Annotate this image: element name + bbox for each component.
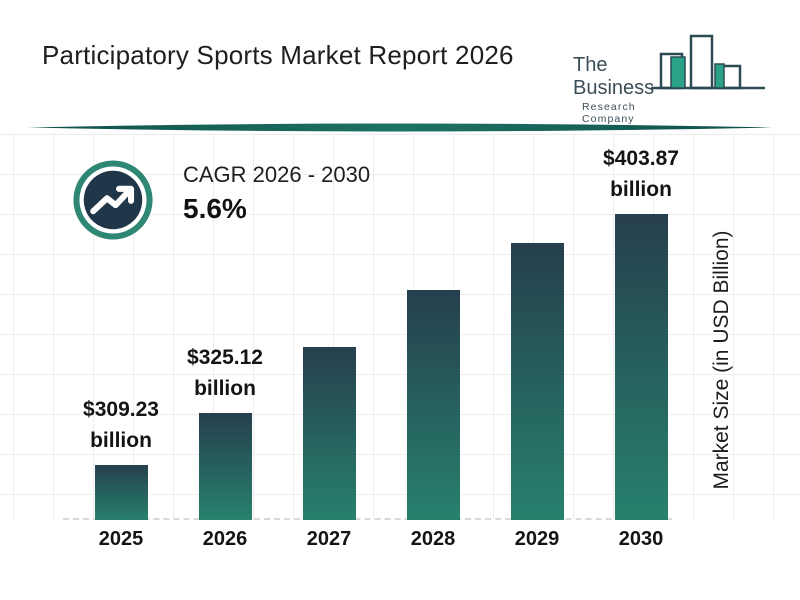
page-title: Participatory Sports Market Report 2026 xyxy=(42,40,514,70)
axis-baseline xyxy=(63,518,672,520)
bar-value-label-2025: $309.23 billion xyxy=(83,398,159,452)
logo-name: The Business xyxy=(573,54,655,99)
bar-2027 xyxy=(302,347,356,520)
bar-value-label-2026: $325.12 billion xyxy=(187,346,263,400)
cagr-badge: CAGR 2026 - 2030 5.6% xyxy=(70,157,370,243)
logo-text: The Business Research Company xyxy=(573,54,691,125)
bar-2026 xyxy=(198,413,252,520)
bar-2029 xyxy=(510,243,564,520)
cagr-text: CAGR 2026 - 2030 5.6% xyxy=(183,162,370,225)
bar-column-2026: $325.12 billion xyxy=(173,342,277,520)
bar-chart: $309.23 billion $325.12 billion $403.87 billi… xyxy=(63,133,693,520)
bar-column-2029 xyxy=(485,243,589,520)
bar-2025 xyxy=(94,465,148,520)
bar-columns: $309.23 billion $325.12 billion $403.87 billi… xyxy=(69,133,693,520)
bar-2030 xyxy=(614,214,668,520)
bar-column-2028 xyxy=(381,290,485,520)
y-axis-title: Market Size (in USD Billion) xyxy=(710,230,733,490)
bar-value-label-2030: $403.87 billion xyxy=(603,147,679,201)
x-axis-label-2030: 2030 xyxy=(618,528,664,550)
bar-2028 xyxy=(406,290,460,520)
cagr-label: CAGR 2026 - 2030 xyxy=(183,162,371,187)
logo-subname: Research Company xyxy=(582,101,636,125)
x-axis-label-2027: 2027 xyxy=(306,528,352,550)
bar-column-2027 xyxy=(277,347,381,520)
trend-up-icon xyxy=(73,160,153,240)
bar-column-2030: $403.87 billion xyxy=(589,143,693,520)
company-logo: The Business Research Company xyxy=(563,26,773,125)
x-axis: 2025 2026 2027 2028 2029 2030 xyxy=(69,528,693,551)
x-axis-label-2029: 2029 xyxy=(514,528,560,550)
logo-skyline-icon xyxy=(651,34,765,90)
x-axis-label-2028: 2028 xyxy=(410,528,456,550)
bar-column-2025: $309.23 billion xyxy=(69,394,173,520)
divider-swoosh xyxy=(28,123,772,132)
x-axis-label-2026: 2026 xyxy=(202,528,248,550)
cagr-value: 5.6% xyxy=(183,193,247,224)
x-axis-label-2025: 2025 xyxy=(98,528,144,550)
